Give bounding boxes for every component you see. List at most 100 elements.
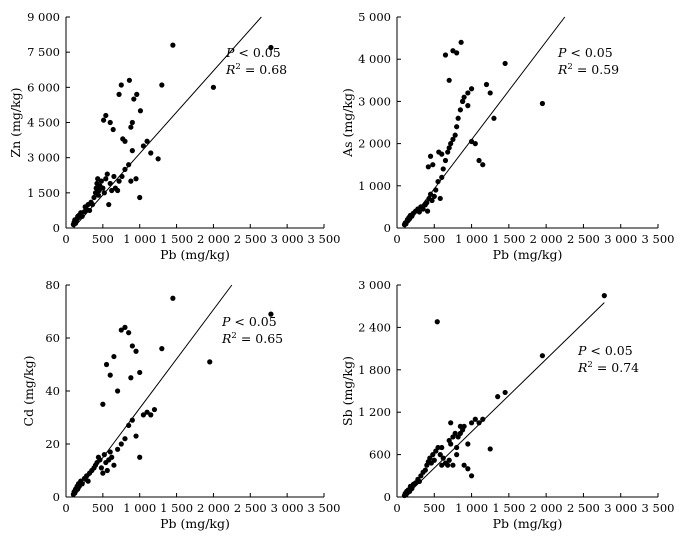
data-point: [480, 416, 486, 422]
y-tick-label: 1 800: [358, 363, 391, 377]
data-point: [133, 348, 139, 354]
data-point: [95, 176, 101, 182]
data-point: [109, 187, 115, 194]
data-point: [126, 77, 132, 83]
data-point: [207, 359, 213, 365]
data-point: [429, 197, 435, 204]
data-point: [457, 423, 463, 429]
data-point: [155, 156, 161, 162]
data-point: [100, 185, 106, 191]
data-point: [100, 470, 106, 476]
x-tick-label: 2 500: [567, 232, 600, 246]
data-point: [439, 174, 445, 180]
data-point: [476, 157, 482, 164]
y-tick-label: 0: [384, 221, 391, 235]
y-tick-label: 3 000: [27, 151, 60, 165]
data-point: [137, 108, 144, 114]
x-tick-label: 2 000: [197, 501, 230, 515]
x-tick-label: 1 500: [492, 501, 525, 515]
y-tick-label: 2 000: [358, 137, 391, 151]
data-point: [502, 60, 508, 67]
data-point: [442, 157, 449, 164]
data-point: [122, 436, 128, 442]
data-point: [495, 394, 501, 400]
data-point: [129, 119, 135, 126]
x-tick-label: 0: [393, 232, 400, 246]
x-tick-label: 3 000: [271, 232, 304, 246]
data-point: [111, 353, 117, 360]
x-tick-label: 2 000: [197, 232, 230, 246]
data-point: [131, 96, 137, 102]
data-point: [97, 457, 103, 463]
data-point: [103, 176, 109, 182]
data-point: [491, 115, 497, 121]
data-point: [103, 112, 109, 119]
data-point: [89, 201, 96, 208]
data-point: [487, 446, 493, 452]
x-tick-label: 3 500: [308, 501, 341, 515]
data-point: [446, 457, 452, 463]
y-tick-label: 80: [45, 278, 60, 292]
data-point: [85, 478, 91, 484]
x-tick-label: 1 000: [123, 232, 156, 246]
data-point: [409, 485, 415, 492]
x-tick-label: 500: [92, 232, 114, 246]
data-point: [129, 343, 135, 349]
data-point: [110, 126, 116, 133]
data-point: [159, 82, 165, 88]
data-point: [128, 124, 134, 130]
x-tick-label: 500: [423, 501, 445, 515]
x-tick-label: 1 500: [492, 232, 525, 246]
x-tick-label: 3 500: [642, 501, 675, 515]
data-point: [148, 150, 154, 156]
data-point: [115, 446, 121, 452]
data-point: [430, 452, 436, 458]
data-point: [480, 162, 486, 168]
y-tick-label: 4 500: [27, 116, 60, 130]
data-point: [111, 462, 117, 468]
data-point: [434, 319, 440, 325]
data-point: [416, 209, 422, 215]
data-point: [129, 417, 135, 423]
r-squared-label: R2 = 0.68: [225, 62, 287, 77]
chart-panel-1: 0 500 1 000 1 500 2 000 2 500 3 000 3 500 0 1 500…: [8, 10, 340, 262]
data-point: [86, 207, 93, 214]
data-point: [433, 187, 439, 193]
data-point: [448, 441, 454, 447]
data-point: [79, 481, 85, 487]
data-point: [424, 208, 431, 214]
data-point: [465, 103, 471, 109]
data-point: [151, 406, 158, 413]
data-point: [128, 178, 134, 184]
y-tick-label: 60: [45, 331, 60, 345]
data-point: [104, 171, 110, 177]
data-point: [435, 178, 441, 185]
y-tick-label: 3 000: [358, 278, 391, 292]
p-value-label: P < 0.05: [225, 45, 281, 60]
data-point: [116, 178, 122, 184]
chart-panel-2: 0 500 1 000 1 500 2 000 2 500 3 000 3 500 0 1 000…: [340, 10, 674, 262]
data-point: [446, 145, 452, 151]
data-point: [137, 194, 143, 201]
data-point: [454, 124, 460, 130]
data-point: [120, 136, 126, 142]
data-point: [91, 194, 97, 201]
data-point: [170, 42, 176, 48]
data-point: [107, 119, 113, 126]
x-tick-label: 0: [393, 501, 400, 515]
y-tick-label: 9 000: [27, 10, 60, 24]
y-axis-label: Sb (mg/kg): [340, 356, 355, 426]
y-tick-label: 1 200: [358, 405, 391, 419]
data-point: [442, 52, 449, 58]
x-tick-label: 1 000: [455, 501, 488, 515]
data-point: [437, 452, 443, 458]
data-point: [487, 90, 493, 96]
data-point: [458, 39, 464, 45]
data-point: [268, 44, 274, 51]
data-point: [427, 153, 434, 159]
data-point: [539, 100, 546, 107]
x-tick-label: 2 000: [530, 501, 563, 515]
data-point: [170, 295, 176, 301]
y-axis-label: Cd (mg/kg): [21, 356, 36, 427]
r-squared-label: R2 = 0.74: [577, 360, 639, 375]
